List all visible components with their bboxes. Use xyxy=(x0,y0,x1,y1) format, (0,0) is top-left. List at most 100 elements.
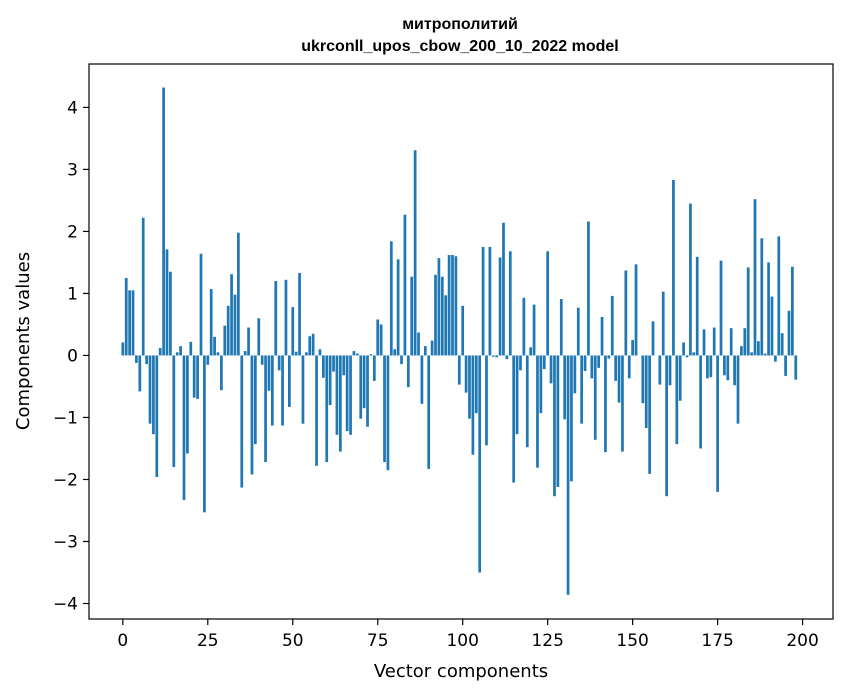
y-tick-label: −2 xyxy=(53,470,78,490)
y-tick-label: −1 xyxy=(53,408,78,428)
bar xyxy=(172,355,176,468)
bar xyxy=(461,305,465,356)
bar xyxy=(369,354,373,356)
bar xyxy=(288,355,291,407)
y-axis-label: Components values xyxy=(13,252,34,430)
bar xyxy=(685,355,689,358)
bar xyxy=(648,355,651,474)
bar xyxy=(750,352,753,356)
bar xyxy=(668,355,672,386)
x-tick-label: 150 xyxy=(616,631,648,651)
bar xyxy=(614,355,618,381)
bar xyxy=(267,355,271,391)
bar xyxy=(787,310,791,356)
bar xyxy=(349,355,352,435)
bar xyxy=(784,355,787,376)
bar xyxy=(199,253,203,356)
bar xyxy=(135,355,138,363)
bar xyxy=(264,355,267,463)
bar xyxy=(281,355,284,426)
bar xyxy=(529,347,533,356)
bar xyxy=(389,241,393,356)
bar xyxy=(757,341,760,356)
bar xyxy=(610,295,614,356)
bar xyxy=(209,289,213,356)
bar xyxy=(318,349,322,356)
bar xyxy=(165,249,169,356)
bar xyxy=(702,329,706,356)
bar xyxy=(665,355,668,497)
bar xyxy=(406,355,410,388)
bar xyxy=(505,355,509,360)
bar xyxy=(437,258,441,356)
bar xyxy=(243,351,247,356)
x-tick-label: 0 xyxy=(117,631,128,651)
bar xyxy=(434,274,437,356)
bar xyxy=(675,355,679,445)
bar xyxy=(621,355,624,452)
bar xyxy=(774,355,777,362)
bar xyxy=(226,305,230,356)
bar xyxy=(254,355,257,445)
x-tick-label: 25 xyxy=(197,631,219,651)
bar xyxy=(706,355,709,379)
bar xyxy=(624,270,628,356)
bar xyxy=(355,353,359,356)
x-tick-label: 50 xyxy=(282,631,304,651)
bar xyxy=(362,355,366,409)
bar xyxy=(678,355,682,401)
x-tick-label: 175 xyxy=(701,631,733,651)
bar xyxy=(539,355,543,414)
x-tick-label: 125 xyxy=(531,631,563,651)
bar xyxy=(522,297,526,356)
bar xyxy=(617,355,621,403)
bar xyxy=(237,232,240,356)
bar xyxy=(216,352,220,356)
bar xyxy=(583,355,587,371)
bar xyxy=(651,321,655,356)
bar xyxy=(345,355,349,432)
x-tick-label: 75 xyxy=(367,631,389,651)
bar xyxy=(257,318,261,356)
bar xyxy=(454,256,458,356)
bar xyxy=(315,355,318,466)
bar xyxy=(186,355,189,454)
bar xyxy=(141,217,145,356)
bar xyxy=(576,307,580,356)
bar xyxy=(376,319,380,356)
bar xyxy=(746,267,750,356)
bar xyxy=(457,355,461,385)
bar xyxy=(233,294,237,356)
bar xyxy=(502,222,505,356)
bar xyxy=(338,355,342,452)
bar xyxy=(427,355,431,469)
bar xyxy=(587,221,590,356)
y-tick-label: −4 xyxy=(53,594,78,614)
bar xyxy=(627,355,631,379)
bar xyxy=(464,355,468,393)
bar xyxy=(169,271,172,356)
bar xyxy=(423,346,427,356)
bar xyxy=(451,254,454,356)
bar xyxy=(515,355,519,435)
bar xyxy=(148,355,152,424)
x-axis-label: Vector components xyxy=(374,661,548,682)
bar xyxy=(604,355,607,453)
bar xyxy=(420,355,424,404)
bar xyxy=(519,355,522,371)
bar xyxy=(440,276,444,356)
bar xyxy=(410,276,414,356)
y-tick-label: 0 xyxy=(67,346,78,366)
bar xyxy=(563,355,567,420)
y-tick-label: 2 xyxy=(67,222,78,242)
bar xyxy=(559,299,563,356)
bar xyxy=(128,290,131,356)
bar xyxy=(131,290,135,356)
bar xyxy=(308,336,312,356)
bar xyxy=(342,355,346,376)
bar xyxy=(298,272,301,356)
bar xyxy=(590,355,594,379)
bar xyxy=(158,348,162,356)
bar xyxy=(532,304,536,356)
bar xyxy=(719,260,723,356)
